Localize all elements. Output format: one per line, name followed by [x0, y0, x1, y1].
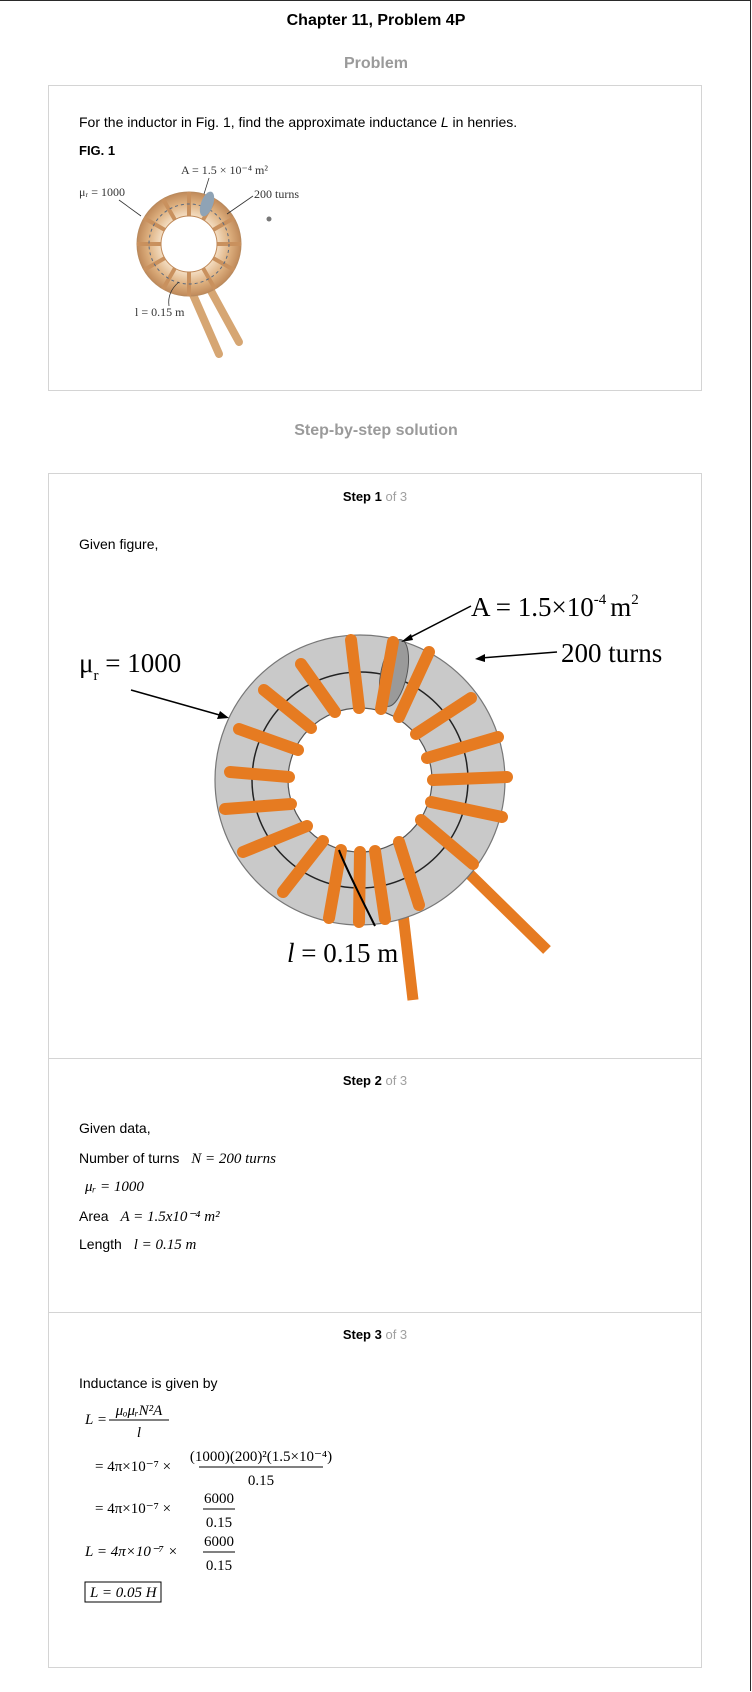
- given-length: Length l = 0.15 m: [79, 1236, 196, 1254]
- eq1-numerator: μₒμᵣN²A: [115, 1403, 164, 1419]
- problem-text-before: For the inductor in Fig. 1, find the app…: [79, 114, 441, 130]
- step-divider: [49, 1058, 701, 1059]
- mu-label: μᵣ = 1000: [79, 185, 125, 199]
- step-2-of: of 3: [385, 1073, 408, 1088]
- step-1-header: Step 1 of 3: [49, 489, 701, 504]
- turns-annotation: 200 turns: [561, 638, 662, 668]
- length-label: l = 0.15 m: [135, 305, 185, 319]
- given-expr: μᵣ = 1000: [85, 1179, 144, 1195]
- mean-path: [148, 203, 230, 285]
- toroid-hole: [160, 215, 218, 273]
- eq2-numerator: (1000)(200)²(1.5×10⁻⁴): [190, 1449, 332, 1465]
- problem-card: For the inductor in Fig. 1, find the app…: [48, 85, 702, 391]
- step-1-of: of 3: [385, 489, 408, 504]
- problem-statement: For the inductor in Fig. 1, find the app…: [79, 114, 517, 130]
- area-annotation: A = 1.5×10-4 m2: [471, 592, 639, 622]
- eq4-numerator: 6000: [204, 1534, 234, 1550]
- given-expr: l = 0.15 m: [133, 1237, 197, 1253]
- step-1-number: Step 1: [342, 489, 382, 504]
- eq3-denominator: 0.15: [206, 1515, 232, 1531]
- step-2-intro: Given data,: [79, 1120, 151, 1136]
- solution-card: Step 1 of 3 Given figure,: [48, 473, 702, 1668]
- eq3-lhs: = 4π×10⁻⁷ ×: [95, 1501, 171, 1517]
- chapter-title: Chapter 11, Problem 4P: [286, 12, 466, 29]
- step-3-of: of 3: [385, 1327, 408, 1342]
- mu-annotation: μr = 1000: [79, 648, 181, 684]
- problem-text-after: in henries.: [448, 114, 518, 130]
- eq1-lhs: L =: [84, 1412, 107, 1428]
- toroid-figure: A = 1.5×10-4 m2 μr = 1000 200 turns l = 0…: [79, 592, 662, 1001]
- given-mu: μᵣ = 1000: [85, 1178, 144, 1196]
- given-turns: Number of turns N = 200 turns: [79, 1150, 276, 1168]
- eq2-lhs: = 4π×10⁻⁷ ×: [95, 1459, 171, 1475]
- windings: [219, 634, 513, 928]
- answer-box: [84, 1581, 162, 1603]
- given-expr: A = 1.5x10⁻⁴ m²: [120, 1209, 220, 1225]
- eq4-lhs: L = 4π×10⁻⁷ ×: [84, 1544, 178, 1560]
- step-3-number: Step 3: [342, 1327, 382, 1342]
- final-answer: L = 0.05 H: [89, 1585, 158, 1601]
- inductance-derivation: L = μₒμᵣN²A l = 4π×10⁻⁷ × (1000)(200)²(1…: [84, 1403, 332, 1603]
- turns-label: 200 turns: [254, 187, 299, 201]
- eq2-denominator: 0.15: [248, 1473, 274, 1489]
- given-area: Area A = 1.5x10⁻⁴ m²: [79, 1207, 220, 1226]
- step-2-number: Step 2: [342, 1073, 382, 1088]
- eq4-denominator: 0.15: [206, 1558, 232, 1574]
- step-1-intro: Given figure,: [79, 536, 159, 552]
- given-label: Number of turns: [79, 1150, 180, 1166]
- step-3-intro: Inductance is given by: [79, 1375, 218, 1391]
- length-annotation: l = 0.15 m: [287, 938, 398, 968]
- step-2-header: Step 2 of 3: [49, 1073, 701, 1088]
- problem-heading: Problem: [343, 55, 408, 72]
- problem-figure: A = 1.5 × 10⁻⁴ m² μᵣ = 1000 200 turns l …: [79, 164, 299, 358]
- given-expr: N = 200 turns: [191, 1151, 276, 1167]
- step-divider: [49, 1312, 701, 1313]
- given-label: Area: [79, 1208, 109, 1224]
- cross-section: [199, 191, 215, 217]
- windings: [137, 192, 241, 296]
- given-label: Length: [79, 1236, 122, 1252]
- figure-label: FIG. 1: [79, 143, 116, 158]
- solution-heading: Step-by-step solution: [294, 422, 458, 439]
- eq3-numerator: 6000: [204, 1491, 234, 1507]
- step-3-header: Step 3 of 3: [49, 1327, 701, 1342]
- eq1-denominator: l: [137, 1425, 141, 1441]
- problem-text-var: L: [440, 114, 449, 130]
- area-label: A = 1.5 × 10⁻⁴ m²: [181, 164, 268, 177]
